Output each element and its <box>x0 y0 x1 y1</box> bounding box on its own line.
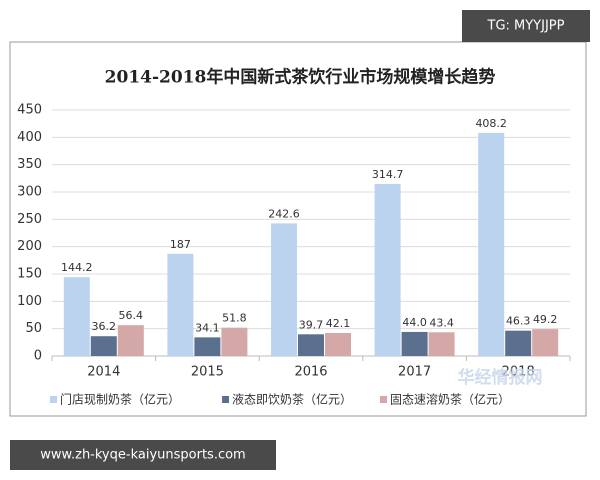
bar <box>194 337 221 356</box>
value-label: 42.1 <box>326 317 351 330</box>
legend-label: 门店现制奶茶（亿元） <box>60 392 180 407</box>
bar <box>325 332 351 356</box>
legend-label: 液态即饮奶茶（亿元） <box>232 392 352 407</box>
bar <box>478 132 505 356</box>
value-label: 34.1 <box>195 321 220 334</box>
plot: 0 50 100 150 200 250 300 350 400 450 2014 144.2 36.2… <box>17 103 571 407</box>
value-label: 46.3 <box>506 315 531 328</box>
value-label: 242.6 <box>268 207 300 220</box>
bar <box>90 336 117 356</box>
chart-frame <box>9 41 587 417</box>
y-tick-label: 100 <box>17 294 42 309</box>
bar <box>167 253 194 356</box>
value-label: 44.0 <box>402 316 427 329</box>
watermark: 华经情报网 <box>458 367 543 388</box>
x-tick-label: 2018 <box>502 365 535 380</box>
x-tick-label: 2016 <box>294 365 327 380</box>
y-tick-label: 300 <box>17 185 42 200</box>
legend-marker <box>380 396 387 403</box>
legend-marker <box>50 396 57 403</box>
url-bg <box>10 440 276 470</box>
bar <box>374 183 401 356</box>
value-label: 36.2 <box>92 320 117 333</box>
value-label: 187 <box>170 238 191 251</box>
bar <box>271 223 297 356</box>
legend-label: 固态速溶奶茶（亿元） <box>390 392 510 407</box>
bar <box>401 331 428 356</box>
y-tick-label: 400 <box>17 130 42 145</box>
y-tick-label: 350 <box>17 157 42 172</box>
chart-title: 2014-2018年中国新式茶饮行业市场规模增长趋势 <box>105 67 496 88</box>
bar <box>298 334 324 356</box>
value-label: 408.2 <box>475 117 507 130</box>
legend-marker <box>222 396 229 403</box>
bar <box>221 327 248 356</box>
value-label: 39.7 <box>299 318 324 331</box>
badge: TG: MYYJJPP <box>487 19 565 34</box>
url: www.zh-kyqe-kaiyunsports.com <box>40 448 245 463</box>
value-label: 51.8 <box>222 312 247 325</box>
value-label: 49.2 <box>533 313 558 326</box>
value-label: 56.4 <box>119 309 144 322</box>
bar <box>505 330 532 356</box>
value-label: 43.4 <box>429 316 454 329</box>
x-tick-label: 2015 <box>191 365 224 380</box>
bar <box>117 325 144 356</box>
y-tick-label: 50 <box>25 321 42 336</box>
y-tick-label: 150 <box>17 267 42 282</box>
bar <box>532 329 559 356</box>
y-tick-label: 0 <box>34 349 42 364</box>
x-tick-label: 2017 <box>398 365 431 380</box>
bar <box>63 277 90 356</box>
value-label: 314.7 <box>372 168 404 181</box>
y-tick-label: 250 <box>17 212 42 227</box>
badge-bg <box>462 10 590 42</box>
y-tick-label: 200 <box>17 239 42 254</box>
value-label: 144.2 <box>61 261 93 274</box>
x-tick-label: 2014 <box>87 365 120 380</box>
bar <box>428 332 455 356</box>
y-tick-label: 450 <box>17 103 42 118</box>
